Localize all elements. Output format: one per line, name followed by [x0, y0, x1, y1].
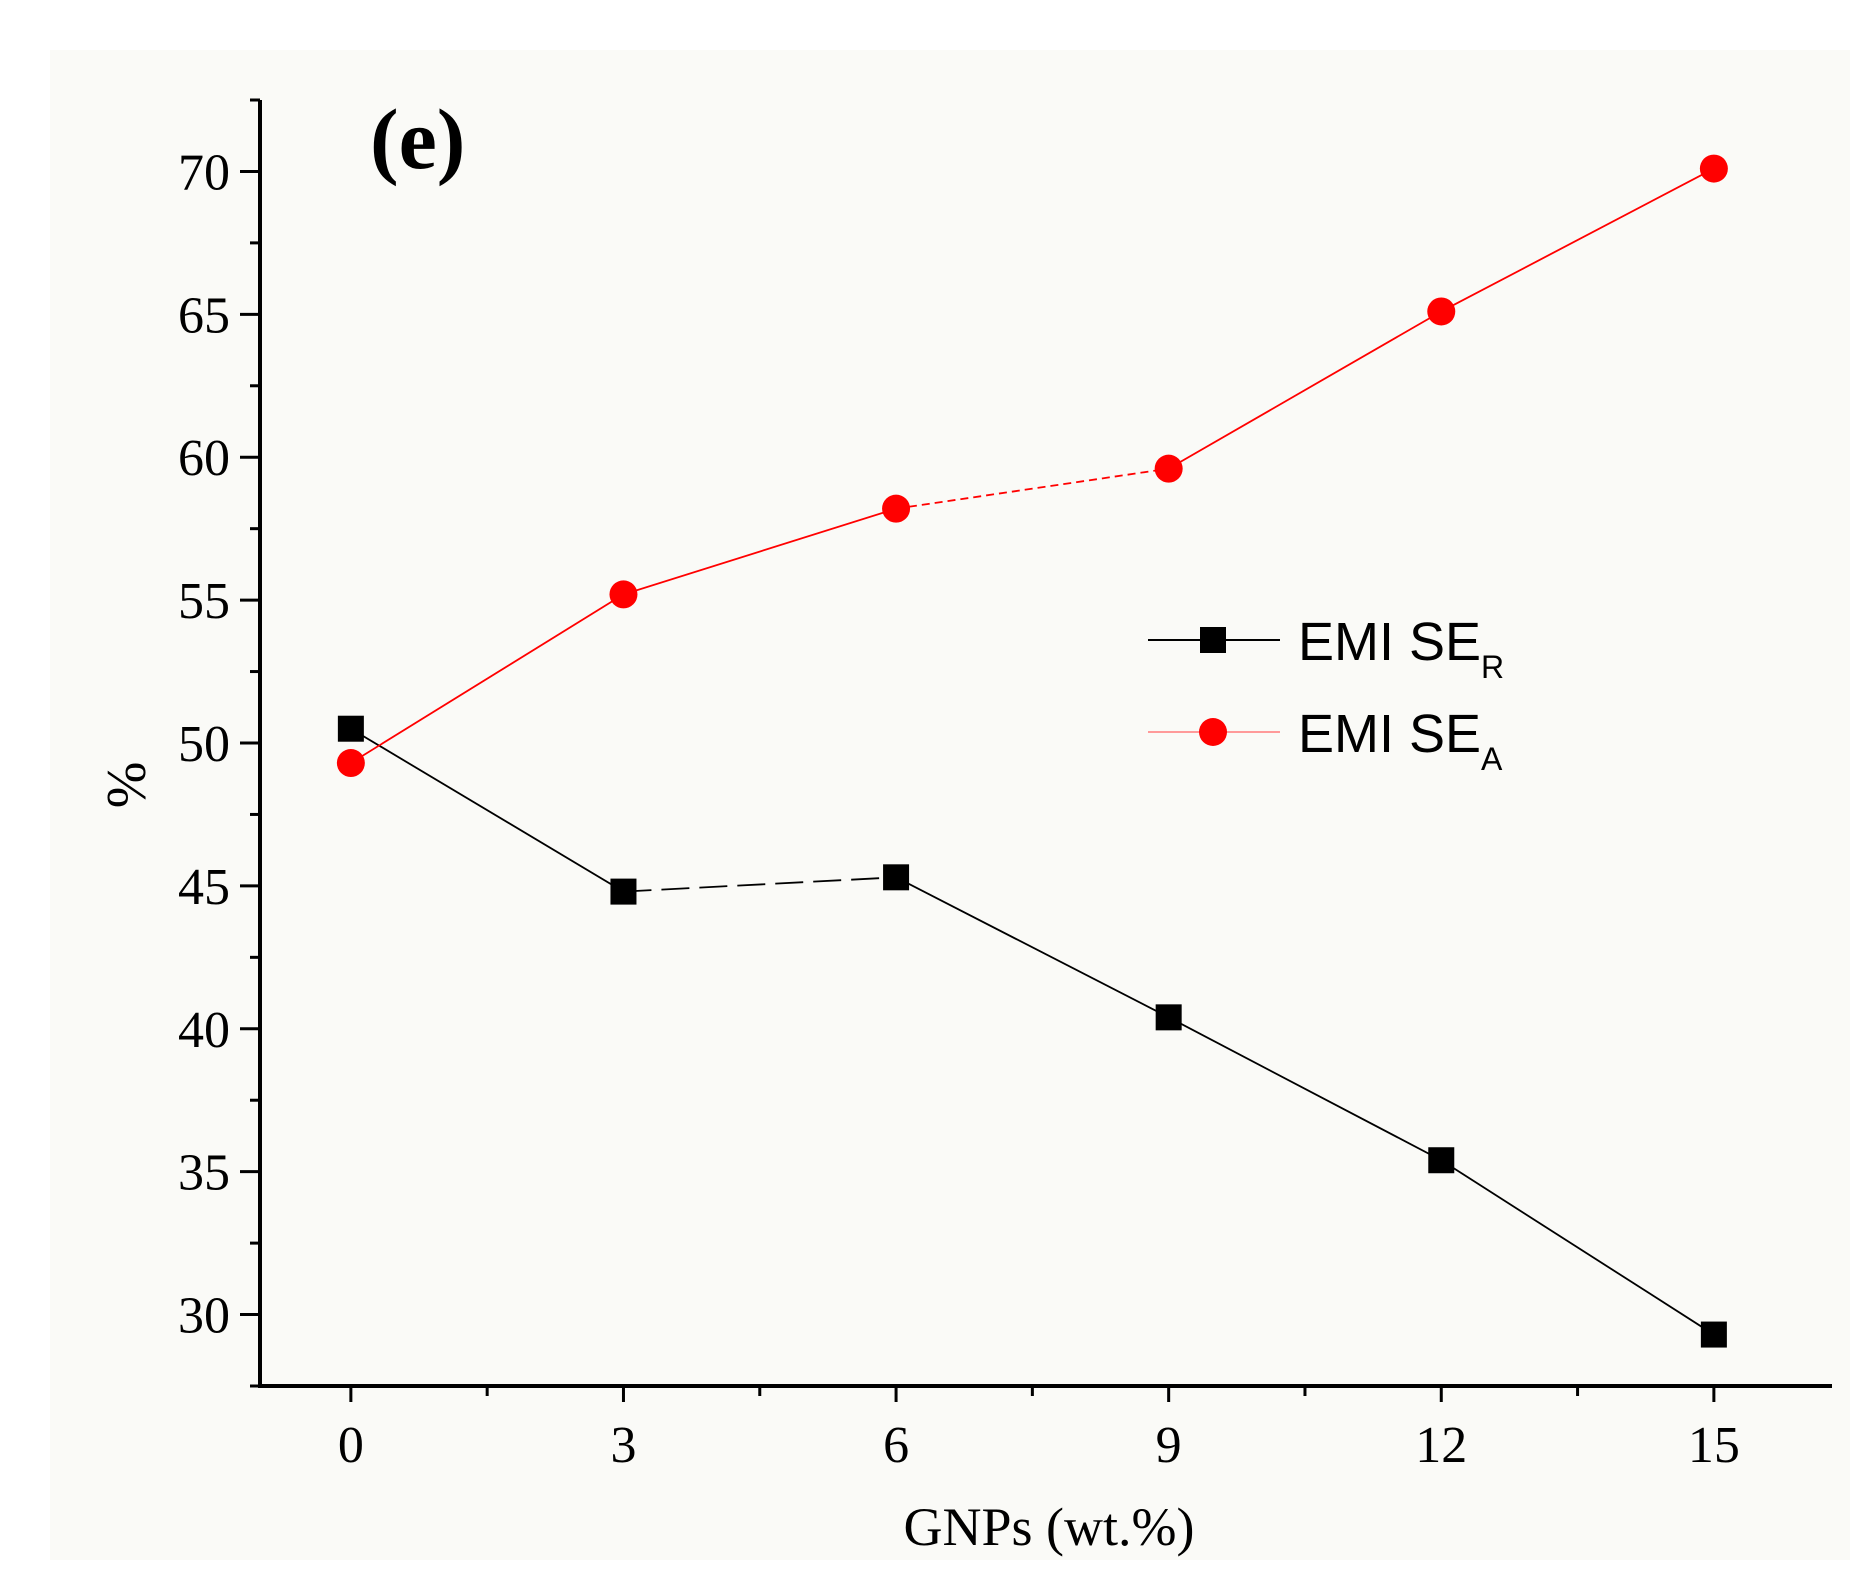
y-tick-label: 70	[178, 144, 230, 201]
series-lines	[350, 167, 1715, 1336]
plot-area	[50, 50, 1850, 1560]
series-r-segment	[623, 876, 897, 893]
series-r-point	[1428, 1147, 1455, 1174]
legend-marker-r	[1200, 627, 1226, 653]
series-a-point	[1699, 154, 1728, 183]
series-a-point	[609, 580, 638, 609]
series-r-point	[883, 864, 910, 891]
series-markers	[336, 154, 1728, 1348]
x-tick-label: 12	[1415, 1417, 1467, 1474]
series-a-segment	[1168, 310, 1442, 470]
series-r-segment	[1168, 1016, 1442, 1162]
series-r-point	[1700, 1321, 1727, 1348]
x-tick-label: 0	[338, 1417, 364, 1474]
series-r-point	[1155, 1004, 1182, 1031]
series-a-segment	[350, 593, 624, 764]
x-tick-label: 15	[1688, 1417, 1740, 1474]
series-a-segment	[895, 467, 1169, 510]
y-tick-label: 50	[178, 716, 230, 773]
series-a-segment	[1440, 167, 1715, 313]
x-tick-label: 9	[1156, 1417, 1182, 1474]
series-r-segment	[1440, 1159, 1715, 1336]
series-r-point	[610, 878, 637, 905]
x-tick-label: 3	[610, 1417, 636, 1474]
legend-label-a-sub: A	[1481, 741, 1503, 777]
y-tick-label: 30	[178, 1288, 230, 1345]
series-a-point	[1427, 297, 1456, 326]
y-tick-label: 65	[178, 287, 230, 344]
series-r-segment	[895, 876, 1170, 1019]
legend-marker-a	[1199, 718, 1227, 746]
tick-labels: 30 35 40 45 50 55 60 65 70 0 3 6 9 12 15	[178, 144, 1740, 1474]
legend-label-r: EMI SER	[1298, 612, 1504, 685]
legend-label-r-sub: R	[1481, 649, 1504, 685]
legend-label-a-main: EMI SE	[1298, 704, 1481, 764]
series-r-segment	[350, 727, 624, 893]
legend-label-r-main: EMI SE	[1298, 612, 1481, 672]
x-axis-label: GNPs (wt.%)	[904, 1497, 1195, 1557]
y-axis-label: %	[95, 762, 157, 809]
legend: EMI SER EMI SEA	[1148, 612, 1504, 777]
panel-label: (e)	[370, 91, 465, 187]
y-tick-label: 60	[178, 430, 230, 487]
x-tick-label: 6	[883, 1417, 909, 1474]
y-tick-label: 40	[178, 1002, 230, 1059]
series-a-point	[882, 494, 911, 523]
y-tick-label: 35	[178, 1145, 230, 1202]
axes	[240, 98, 1832, 1402]
series-a-point	[336, 749, 365, 778]
series-r-point	[337, 715, 364, 742]
y-tick-label: 45	[178, 859, 230, 916]
series-a-segment	[623, 507, 897, 596]
y-tick-label: 55	[178, 573, 230, 630]
legend-label-a: EMI SEA	[1298, 704, 1503, 777]
series-a-point	[1154, 454, 1183, 483]
